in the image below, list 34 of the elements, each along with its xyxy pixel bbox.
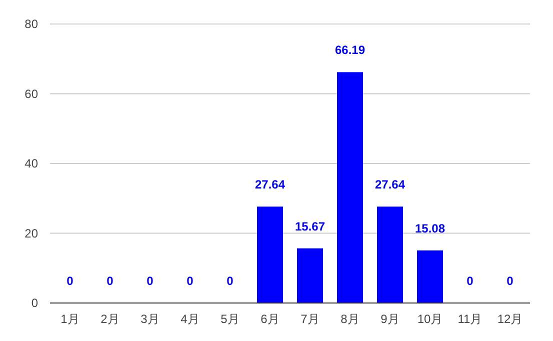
- data-label: 0: [466, 274, 474, 288]
- data-label: 66.19: [334, 43, 366, 58]
- data-label: 27.64: [254, 178, 286, 192]
- data-label: 0: [146, 274, 154, 288]
- x-tick-label: 9月: [380, 312, 400, 326]
- bar: [337, 72, 363, 303]
- y-tick-label: 0: [31, 296, 38, 310]
- data-label: 0: [226, 274, 234, 288]
- bar: [297, 248, 323, 303]
- x-tick-label: 11月: [458, 312, 482, 326]
- y-tick-label: 60: [24, 86, 38, 101]
- x-tick-label: 8月: [340, 312, 360, 326]
- x-tick-label: 2月: [100, 312, 120, 326]
- data-label: 15.67: [294, 219, 326, 234]
- data-label: 15.08: [414, 221, 446, 236]
- x-tick-label: 3月: [140, 312, 160, 326]
- data-label: 0: [66, 274, 74, 288]
- bar: [417, 250, 443, 303]
- x-tick-label: 7月: [300, 312, 320, 326]
- bar: [257, 206, 283, 303]
- y-tick-label: 40: [24, 156, 38, 170]
- data-label: 0: [506, 274, 514, 288]
- bar: [377, 206, 403, 303]
- x-tick-label: 10月: [417, 312, 443, 326]
- y-tick-label: 80: [24, 17, 38, 31]
- x-tick-label: 12月: [497, 312, 523, 326]
- data-label: 0: [186, 274, 194, 288]
- data-label: 27.64: [374, 178, 406, 192]
- data-label: 0: [106, 274, 114, 288]
- x-tick-label: 6月: [260, 312, 280, 326]
- x-tick-label: 1月: [60, 312, 80, 326]
- x-tick-label: 4月: [180, 312, 200, 326]
- y-tick-label: 20: [24, 226, 38, 240]
- x-tick-label: 5月: [220, 312, 240, 326]
